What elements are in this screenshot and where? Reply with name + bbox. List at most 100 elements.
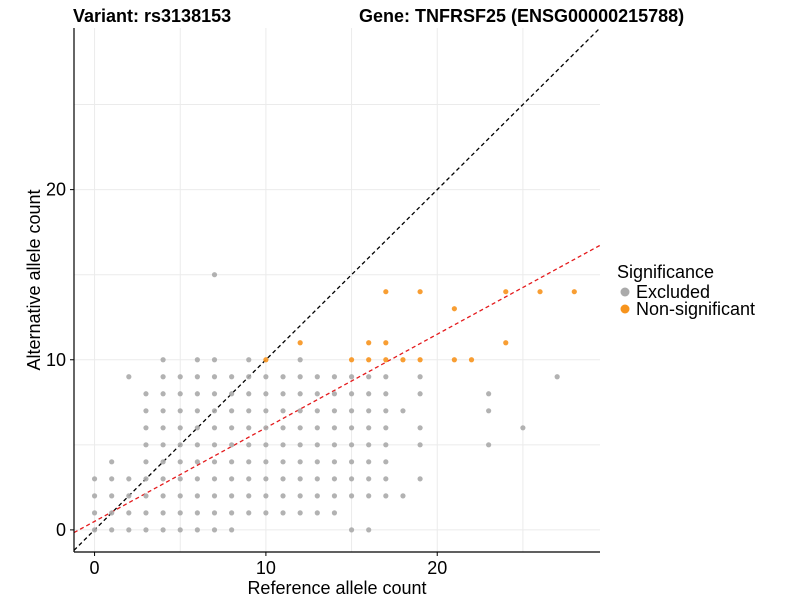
- data-point-excluded: [331, 510, 338, 516]
- data-point-excluded: [348, 476, 355, 482]
- data-point-excluded: [263, 408, 269, 414]
- data-point-excluded: [143, 442, 149, 448]
- data-point-excluded: [246, 425, 252, 431]
- data-point-excluded: [109, 527, 115, 533]
- data-point-excluded: [246, 459, 252, 465]
- legend-label-excluded: Excluded: [636, 282, 710, 302]
- x-tick-label: 10: [256, 558, 276, 578]
- data-point-excluded: [211, 527, 218, 533]
- data-point-excluded: [143, 493, 149, 499]
- data-point-excluded: [229, 442, 235, 448]
- data-point-excluded: [400, 493, 406, 499]
- data-point-excluded: [314, 425, 320, 431]
- data-point-excluded: [331, 442, 338, 448]
- data-point-excluded: [366, 391, 372, 397]
- data-point-excluded: [366, 476, 372, 482]
- y-tick-label: 20: [46, 180, 66, 200]
- data-point-excluded: [263, 442, 269, 448]
- data-point-excluded: [366, 442, 372, 448]
- data-point-excluded: [211, 442, 218, 448]
- data-point-excluded: [229, 510, 235, 516]
- data-point-excluded: [280, 442, 286, 448]
- data-point-excluded: [383, 374, 389, 380]
- x-axis-ticks: 0 10 20: [90, 552, 447, 578]
- data-point-excluded: [331, 408, 338, 414]
- data-point-excluded: [366, 493, 372, 499]
- data-point-excluded: [331, 476, 338, 482]
- data-point-excluded: [383, 493, 389, 499]
- data-point-excluded: [366, 374, 372, 380]
- data-point-excluded: [229, 527, 235, 533]
- data-point-excluded: [314, 476, 320, 482]
- data-point-excluded: [143, 391, 149, 397]
- legend-title: Significance: [617, 262, 714, 282]
- data-point-excluded: [177, 391, 183, 397]
- data-point-excluded: [211, 391, 218, 397]
- data-point-non-significant: [366, 340, 372, 346]
- legend-label-non-significant: Non-significant: [636, 299, 755, 319]
- data-point-excluded: [160, 425, 166, 431]
- data-point-excluded: [211, 408, 218, 414]
- data-point-non-significant: [468, 357, 475, 363]
- data-point-excluded: [160, 442, 166, 448]
- data-point-excluded: [160, 357, 166, 363]
- data-point-excluded: [91, 493, 98, 499]
- data-point-excluded: [246, 442, 252, 448]
- data-point-excluded: [143, 425, 149, 431]
- data-point-excluded: [194, 391, 200, 397]
- data-point-excluded: [348, 391, 355, 397]
- data-point-excluded: [417, 476, 423, 482]
- data-point-excluded: [211, 493, 218, 499]
- data-point-excluded: [280, 476, 286, 482]
- x-tick-label: 20: [427, 558, 447, 578]
- data-point-excluded: [143, 510, 149, 516]
- reference-lines: [73, 27, 601, 551]
- data-point-excluded: [297, 425, 303, 431]
- data-point-excluded: [348, 527, 355, 533]
- data-point-excluded: [263, 374, 269, 380]
- chart-title-right: Gene: TNFRSF25 (ENSG00000215788): [359, 6, 684, 26]
- data-point-excluded: [383, 408, 389, 414]
- data-point-excluded: [383, 459, 389, 465]
- reference-line-identity: [73, 27, 601, 551]
- data-point-excluded: [160, 459, 166, 465]
- data-point-excluded: [246, 476, 252, 482]
- data-point-excluded: [314, 391, 320, 397]
- data-point-excluded: [109, 459, 115, 465]
- data-point-excluded: [143, 459, 149, 465]
- data-point-excluded: [177, 527, 183, 533]
- data-point-excluded: [229, 459, 235, 465]
- data-point-excluded: [160, 391, 166, 397]
- data-point-excluded: [246, 374, 252, 380]
- data-point-excluded: [126, 374, 132, 380]
- data-point-excluded: [246, 391, 252, 397]
- data-point-excluded: [194, 374, 200, 380]
- data-point-excluded: [177, 476, 183, 482]
- data-point-non-significant: [366, 357, 372, 363]
- data-point-excluded: [520, 425, 526, 431]
- data-point-excluded: [177, 493, 183, 499]
- data-point-excluded: [348, 493, 355, 499]
- data-point-excluded: [297, 442, 303, 448]
- data-point-excluded: [297, 408, 303, 414]
- reference-line-fit: [73, 244, 601, 534]
- data-point-excluded: [229, 374, 235, 380]
- data-point-non-significant: [417, 289, 423, 295]
- data-point-excluded: [126, 527, 132, 533]
- data-point-excluded: [194, 527, 200, 533]
- data-point-excluded: [297, 374, 303, 380]
- data-point-excluded: [486, 442, 492, 448]
- data-point-excluded: [314, 459, 320, 465]
- data-point-excluded: [194, 510, 200, 516]
- data-point-excluded: [486, 408, 492, 414]
- legend-marker-excluded: [620, 287, 630, 297]
- data-point-excluded: [348, 374, 355, 380]
- data-point-excluded: [160, 510, 166, 516]
- data-point-excluded: [143, 476, 149, 482]
- data-point-excluded: [229, 408, 235, 414]
- y-axis-ticks: 0 10 20: [46, 180, 74, 540]
- legend: Significance Excluded Non-significant: [617, 262, 755, 319]
- data-point-excluded: [246, 408, 252, 414]
- data-point-excluded: [383, 425, 389, 431]
- data-point-excluded: [160, 527, 166, 533]
